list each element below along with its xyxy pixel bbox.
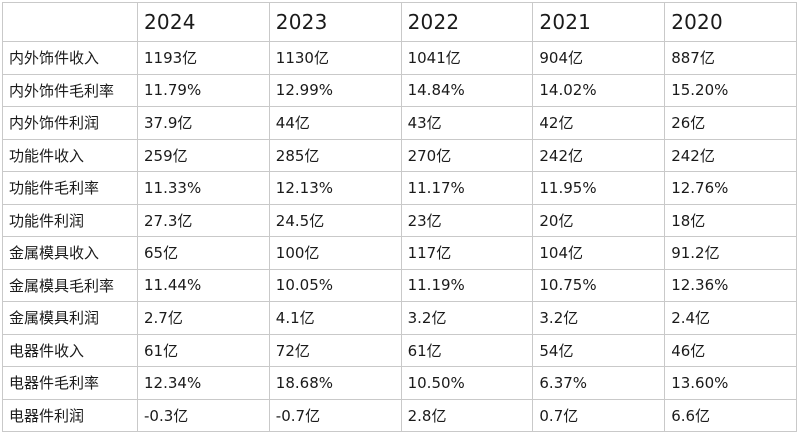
table-cell: 6.37% bbox=[532, 366, 666, 400]
table-cell: -0.7亿 bbox=[268, 398, 402, 432]
table-cell: 65亿 bbox=[137, 236, 270, 270]
table-row: 功能件收入 259亿 285亿 270亿 242亿 242亿 bbox=[2, 138, 797, 172]
table-cell: 11.17% bbox=[400, 171, 534, 205]
table-cell: 37.9亿 bbox=[137, 106, 270, 140]
table-cell: 285亿 bbox=[268, 138, 402, 172]
table-cell: 259亿 bbox=[137, 138, 270, 172]
table-cell: 11.33% bbox=[137, 171, 270, 205]
table-cell: 242亿 bbox=[664, 138, 797, 172]
table-cell: 904亿 bbox=[532, 41, 666, 75]
year-header-2023: 2023 bbox=[268, 2, 402, 42]
row-label: 电器件收入 bbox=[2, 333, 138, 367]
table-cell: 2.7亿 bbox=[137, 301, 270, 335]
table-cell: 27.3亿 bbox=[137, 203, 270, 237]
row-label: 内外饰件利润 bbox=[2, 106, 138, 140]
table-row: 金属模具毛利率 11.44% 10.05% 11.19% 10.75% 12.36% bbox=[2, 268, 797, 302]
table-cell: 10.75% bbox=[532, 268, 666, 302]
table-cell: 24.5亿 bbox=[268, 203, 402, 237]
row-label: 电器件利润 bbox=[2, 398, 138, 432]
table-cell: 887亿 bbox=[664, 41, 797, 75]
table-cell: 91.2亿 bbox=[664, 236, 797, 270]
table-cell: 61亿 bbox=[137, 333, 270, 367]
table-cell: 13.60% bbox=[664, 366, 797, 400]
table-cell: -0.3亿 bbox=[137, 398, 270, 432]
year-header-2020: 2020 bbox=[664, 2, 797, 42]
table-cell: 12.99% bbox=[268, 73, 402, 107]
row-label: 功能件毛利率 bbox=[2, 171, 138, 205]
table-cell: 4.1亿 bbox=[268, 301, 402, 335]
table-cell: 12.76% bbox=[664, 171, 797, 205]
row-label: 功能件收入 bbox=[2, 138, 138, 172]
table-row: 内外饰件收入 1193亿 1130亿 1041亿 904亿 887亿 bbox=[2, 41, 797, 75]
row-label: 电器件毛利率 bbox=[2, 366, 138, 400]
table-cell: 44亿 bbox=[268, 106, 402, 140]
table-cell: 2.8亿 bbox=[400, 398, 534, 432]
table-row: 金属模具收入 65亿 100亿 117亿 104亿 91.2亿 bbox=[2, 236, 797, 270]
table-row: 功能件毛利率 11.33% 12.13% 11.17% 11.95% 12.76% bbox=[2, 171, 797, 205]
table-row: 内外饰件利润 37.9亿 44亿 43亿 42亿 26亿 bbox=[2, 106, 797, 140]
table-cell: 11.79% bbox=[137, 73, 270, 107]
table-cell: 10.50% bbox=[400, 366, 534, 400]
table-cell: 43亿 bbox=[400, 106, 534, 140]
table-cell: 1041亿 bbox=[400, 41, 534, 75]
table-row: 功能件利润 27.3亿 24.5亿 23亿 20亿 18亿 bbox=[2, 203, 797, 237]
table-cell: 12.34% bbox=[137, 366, 270, 400]
row-label: 内外饰件收入 bbox=[2, 41, 138, 75]
table-cell: 1130亿 bbox=[268, 41, 402, 75]
table-cell: 11.44% bbox=[137, 268, 270, 302]
table-cell: 54亿 bbox=[532, 333, 666, 367]
financial-table: 2024 2023 2022 2021 2020 内外饰件收入 1193亿 1130… bbox=[2, 2, 797, 432]
year-header-2024: 2024 bbox=[137, 2, 270, 42]
table-cell: 2.4亿 bbox=[664, 301, 797, 335]
table-cell: 26亿 bbox=[664, 106, 797, 140]
header-corner-cell bbox=[2, 2, 138, 42]
table-cell: 104亿 bbox=[532, 236, 666, 270]
table-cell: 6.6亿 bbox=[664, 398, 797, 432]
table-cell: 11.19% bbox=[400, 268, 534, 302]
table-header: 2024 2023 2022 2021 2020 bbox=[2, 2, 797, 42]
table-cell: 46亿 bbox=[664, 333, 797, 367]
table-cell: 10.05% bbox=[268, 268, 402, 302]
table-row: 金属模具利润 2.7亿 4.1亿 3.2亿 3.2亿 2.4亿 bbox=[2, 301, 797, 335]
table-cell: 12.36% bbox=[664, 268, 797, 302]
table-cell: 11.95% bbox=[532, 171, 666, 205]
table-cell: 61亿 bbox=[400, 333, 534, 367]
table-cell: 18亿 bbox=[664, 203, 797, 237]
table-cell: 3.2亿 bbox=[400, 301, 534, 335]
year-header-2021: 2021 bbox=[532, 2, 666, 42]
table-cell: 42亿 bbox=[532, 106, 666, 140]
table-cell: 3.2亿 bbox=[532, 301, 666, 335]
row-label: 金属模具收入 bbox=[2, 236, 138, 270]
table-cell: 0.7亿 bbox=[532, 398, 666, 432]
table-row: 电器件收入 61亿 72亿 61亿 54亿 46亿 bbox=[2, 333, 797, 367]
row-label: 金属模具毛利率 bbox=[2, 268, 138, 302]
table-cell: 12.13% bbox=[268, 171, 402, 205]
table-cell: 117亿 bbox=[400, 236, 534, 270]
table-cell: 100亿 bbox=[268, 236, 402, 270]
table-cell: 72亿 bbox=[268, 333, 402, 367]
table-row: 内外饰件毛利率 11.79% 12.99% 14.84% 14.02% 15.20% bbox=[2, 73, 797, 107]
row-label: 内外饰件毛利率 bbox=[2, 73, 138, 107]
header-row: 2024 2023 2022 2021 2020 bbox=[2, 2, 797, 42]
table-cell: 23亿 bbox=[400, 203, 534, 237]
table-row: 电器件毛利率 12.34% 18.68% 10.50% 6.37% 13.60% bbox=[2, 366, 797, 400]
table-cell: 14.84% bbox=[400, 73, 534, 107]
table-body: 内外饰件收入 1193亿 1130亿 1041亿 904亿 887亿 内外饰件毛利率 11.7… bbox=[2, 41, 797, 432]
table-cell: 270亿 bbox=[400, 138, 534, 172]
table-cell: 14.02% bbox=[532, 73, 666, 107]
table-cell: 15.20% bbox=[664, 73, 797, 107]
row-label: 功能件利润 bbox=[2, 203, 138, 237]
row-label: 金属模具利润 bbox=[2, 301, 138, 335]
table-cell: 242亿 bbox=[532, 138, 666, 172]
table-row: 电器件利润 -0.3亿 -0.7亿 2.8亿 0.7亿 6.6亿 bbox=[2, 398, 797, 432]
table-cell: 20亿 bbox=[532, 203, 666, 237]
table-cell: 18.68% bbox=[268, 366, 402, 400]
year-header-2022: 2022 bbox=[400, 2, 534, 42]
table-cell: 1193亿 bbox=[137, 41, 270, 75]
